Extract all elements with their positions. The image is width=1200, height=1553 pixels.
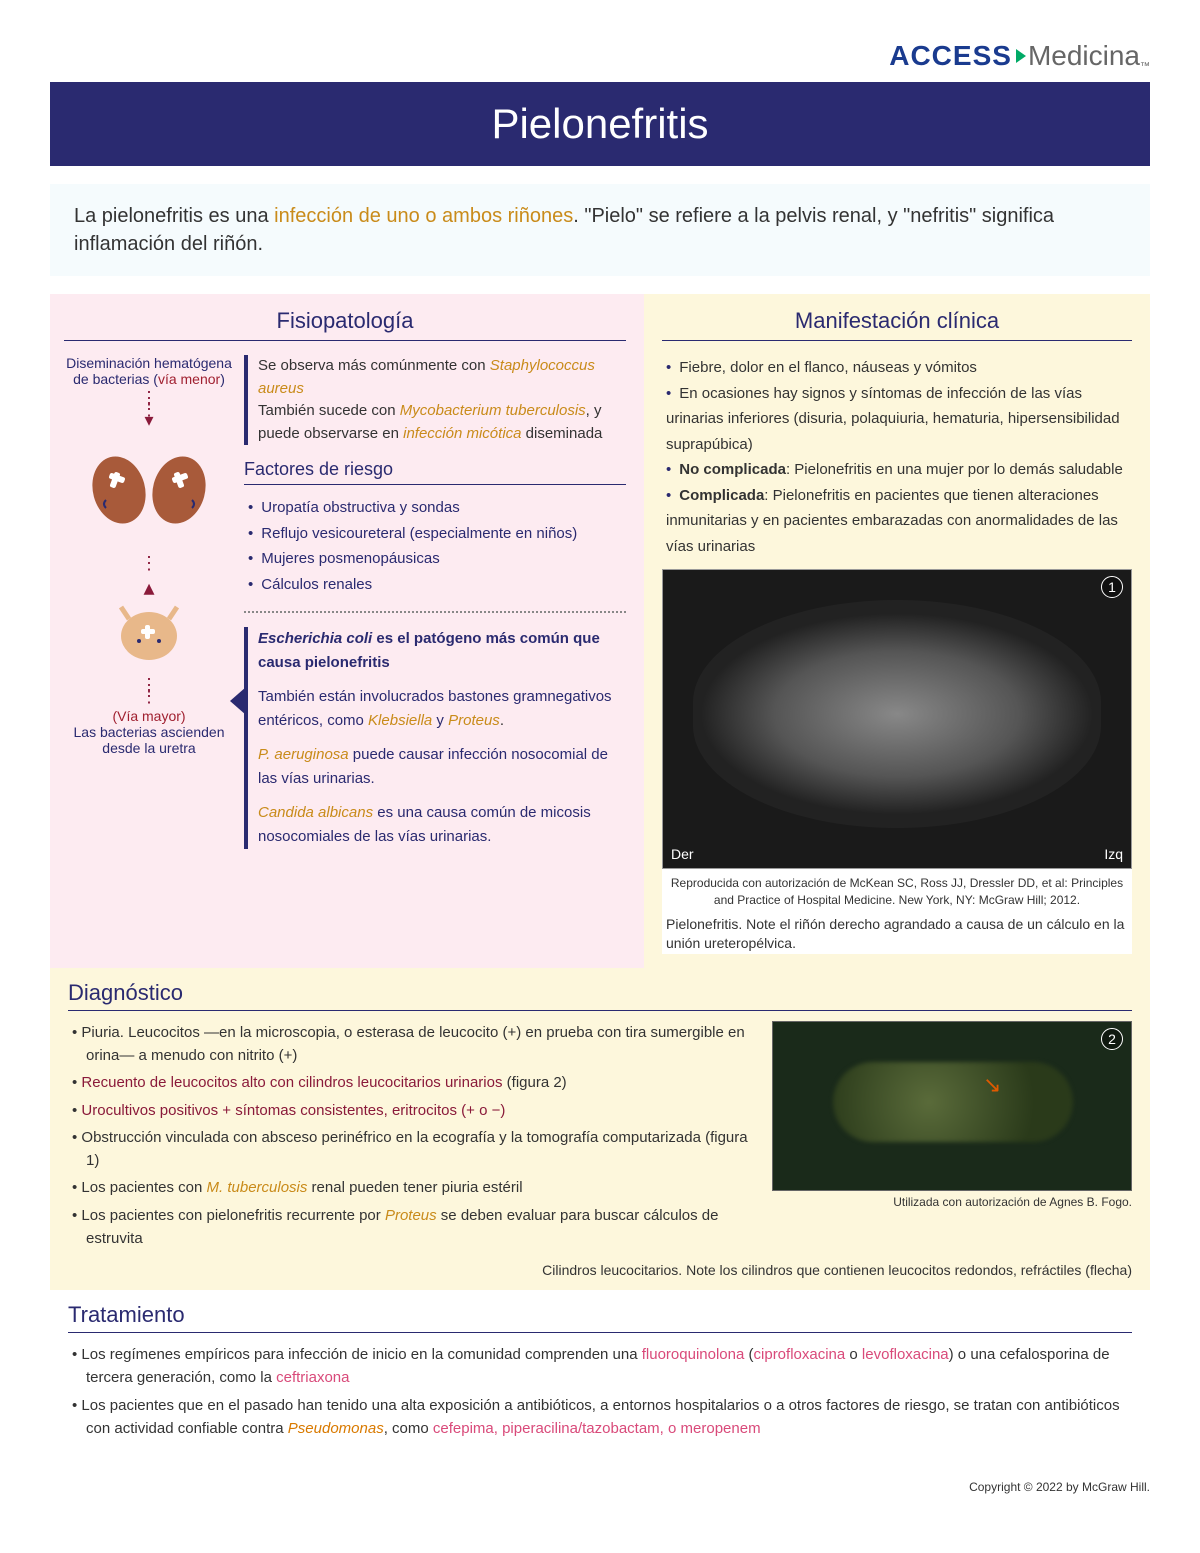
ct-credit: Reproducida con autorización de McKean S… [662,875,1132,909]
dots-mid-icon: ⋮ [64,558,234,569]
risk-item-2: Mujeres posmenopáusicas [261,550,439,567]
clin-item-2: En ocasiones hay signos y síntomas de in… [666,381,1132,458]
risk-item-3: Cálculos renales [261,576,372,593]
microscopy-image: ↘ 2 [772,1021,1132,1191]
antibiotics-list: cefepima, piperacilina/tazobactam, o mer… [433,1420,761,1437]
klebsiella: Klebsiella [368,712,432,729]
intro-highlight: infección de uno o ambos riñones [274,205,573,227]
minor-route-post: ) [220,371,225,387]
kidneys-icon [84,445,214,535]
figure-1-badge: 1 [1101,576,1123,598]
clinical-section: Manifestación clínica Fiebre, dolor en e… [644,294,1150,968]
fisio-heading: Fisiopatología [64,308,626,341]
arrow-icon: ↘ [983,1072,1001,1098]
figure-2-badge: 2 [1101,1028,1123,1050]
risk-item-0: Uropatía obstructiva y sondas [261,499,459,516]
diag-item-5c: renal pueden tener piuria estéril [307,1179,522,1196]
levofloxacina: levofloxacina [862,1346,949,1363]
hematogenous-box: Se observa más comúnmente con Staphyloco… [244,355,626,445]
proteus-2: Proteus [385,1207,437,1224]
play-icon [1016,49,1026,63]
logo-tm: ™ [1140,61,1150,72]
micro-description: Cilindros leucocitarios. Note los cilind… [68,1262,1132,1278]
risk-item-1: Reflujo vesicoureteral (especialmente en… [261,525,577,542]
copyright: Copyright © 2022 by McGraw Hill. [50,1480,1150,1494]
box1-g: diseminada [522,425,603,442]
ct-label-left: Izq [1104,846,1123,862]
diagnosis-list: Piuria. Leucocitos —en la microscopia, o… [68,1021,754,1250]
diag-item-5a: Los pacientes con [81,1179,206,1196]
arrow-up-icon: ▴ [64,575,234,601]
diag-item-1: Piuria. Leucocitos —en la microscopia, o… [72,1021,754,1068]
dotted-separator [244,611,626,613]
treatment-section: Tratamiento Los regímenes empíricos para… [50,1290,1150,1450]
logo-row: ACCESS Medicina™ [50,40,1150,72]
t1c: ( [744,1346,753,1363]
major-route-desc: Las bacterias ascienden desde la uretra [64,724,234,756]
clin-item-1: Fiebre, dolor en el flanco, náuseas y vó… [666,355,1132,381]
clinical-heading: Manifestación clínica [662,308,1132,341]
p2c: y [432,712,448,729]
box1-pre: Se observa más comúnmente con [258,357,490,374]
mycotic-infection: infección micótica [403,425,521,442]
micro-credit: Utilizada con autorización de Agnes B. F… [772,1195,1132,1209]
microscopy-figure: ↘ 2 Utilizada con autorización de Agnes … [772,1021,1132,1254]
intro-pre: La pielonefritis es una [74,205,274,227]
page-title: Pielonefritis [50,82,1150,166]
diagnosis-heading: Diagnóstico [68,980,1132,1011]
box1-c: También sucede con [258,402,400,419]
diag-item-2a: Recuento de leucocitos alto con cilindro… [81,1074,502,1091]
clinical-list: Fiebre, dolor en el flanco, náuseas y vó… [662,355,1132,559]
m-tuberculosis: Mycobacterium tuberculosis [400,402,586,419]
bladder-icon [109,601,189,671]
logo-access: ACCESS [889,40,1012,71]
pathway-diagram: Diseminación hematógena de bacterias (ví… [64,355,234,859]
complicada-label: Complicada [679,487,764,504]
p2e: . [500,712,504,729]
intro-text: La pielonefritis es una infección de uno… [50,184,1150,276]
risk-factors-list: Uropatía obstructiva y sondas Reflujo ve… [244,495,626,597]
major-route-label: (Vía mayor) [64,708,234,724]
t1a: Los regímenes empíricos para infección d… [81,1346,641,1363]
ct-figure: 1 Der Izq Reproducida con autorización d… [662,569,1132,954]
risk-factors-heading: Factores de riesgo [244,459,626,485]
diagnosis-section: Diagnóstico Piuria. Leucocitos —en la mi… [50,968,1150,1290]
clin-item-3: : Pielonefritis en una mujer por lo demá… [786,461,1123,478]
m-tuberculosis-2: M. tuberculosis [207,1179,308,1196]
candida: Candida albicans [258,804,373,821]
p-aeruginosa: P. aeruginosa [258,746,349,763]
fisiopatologia-section: Fisiopatología Diseminación hematógena d… [50,294,644,968]
ct-description: Pielonefritis. Note el riñón derecho agr… [662,915,1132,954]
t1e: o [845,1346,862,1363]
treatment-heading: Tratamiento [68,1302,1132,1333]
dots-down2-icon: ⋮⋮ [64,680,234,702]
diag-item-2b: (figura 2) [502,1074,566,1091]
fluoroquinolona: fluoroquinolona [642,1346,745,1363]
treatment-list: Los regímenes empíricos para infección d… [68,1343,1132,1440]
logo-medicina: Medicina [1028,40,1140,71]
proteus: Proteus [448,712,500,729]
no-complicada-label: No complicada [679,461,786,478]
ecoli-box: Escherichia coli es el patógeno más comú… [244,627,626,849]
diag-item-3: Urocultivos positivos + síntomas consist… [72,1099,754,1122]
dots-down-icon: ⋮⋮▾ [64,393,234,425]
pseudomonas: Pseudomonas [288,1420,384,1437]
ct-label-right: Der [671,846,694,862]
ct-scan-image: 1 Der Izq [662,569,1132,869]
diag-item-6a: Los pacientes con pielonefritis recurren… [81,1207,385,1224]
ecoli-name: Escherichia coli [258,630,372,647]
t2c: , como [384,1420,433,1437]
diag-item-4: Obstrucción vinculada con absceso periné… [72,1126,754,1173]
ceftriaxona: ceftriaxona [276,1369,349,1386]
minor-route-label: vía menor [158,371,220,387]
ciprofloxacina: ciprofloxacina [754,1346,846,1363]
